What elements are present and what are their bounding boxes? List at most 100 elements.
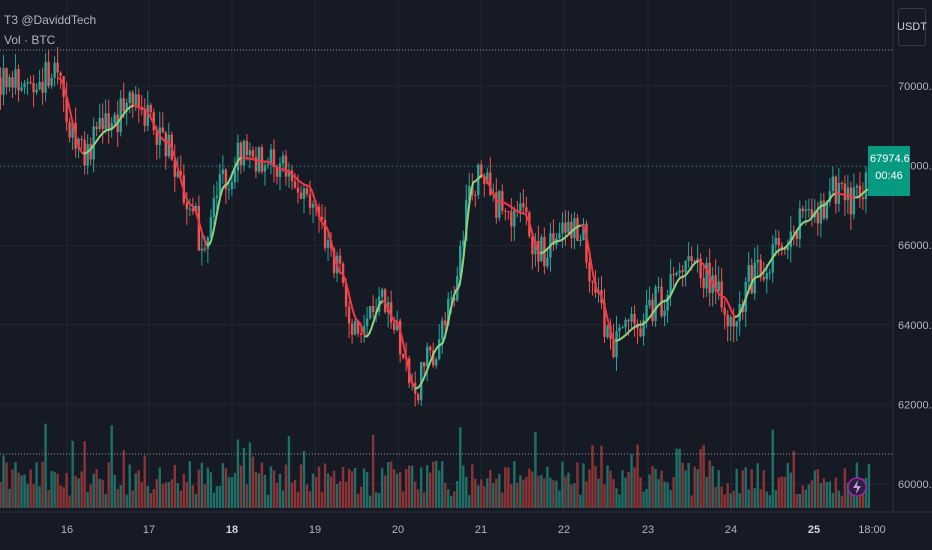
candle-body — [819, 200, 823, 224]
candle-body — [233, 170, 237, 183]
volume-bar — [62, 487, 65, 508]
alert-lightning-icon[interactable] — [847, 477, 867, 497]
candle-body — [176, 170, 180, 177]
volume-bar — [849, 486, 853, 508]
candle-body — [759, 259, 762, 278]
volume-bar — [272, 470, 276, 508]
currency-button[interactable]: USDT — [897, 8, 927, 46]
volume-bar — [221, 463, 225, 508]
candle-body — [173, 159, 176, 177]
candle-body — [29, 81, 32, 83]
candle-body — [585, 223, 588, 263]
candle-body — [266, 164, 270, 166]
volume-bar — [528, 468, 531, 508]
t3-segment — [348, 297, 353, 308]
candle-body — [795, 231, 798, 239]
volume-bar — [293, 479, 297, 508]
volume-bar — [110, 425, 113, 508]
volume-bar — [335, 484, 339, 508]
candle-body — [570, 221, 573, 239]
t3-segment — [181, 183, 186, 193]
volume-bar — [696, 469, 699, 508]
volume-bar — [657, 479, 660, 508]
candle-body — [852, 187, 856, 215]
volume-bar — [807, 484, 811, 508]
candle-body — [675, 272, 678, 275]
volume-bar — [621, 470, 624, 508]
volume-bar — [576, 462, 579, 508]
volume-legend[interactable]: Vol · BTC — [4, 33, 56, 47]
candle-body — [732, 316, 735, 327]
volume-bar — [705, 476, 708, 508]
volume-bar — [89, 484, 92, 508]
volume-bar — [624, 477, 627, 508]
candle-body — [615, 331, 618, 358]
t3-segment — [397, 323, 402, 332]
volume-bar — [239, 465, 243, 508]
candle-body — [419, 362, 423, 401]
volume-bar — [305, 484, 309, 508]
volume-bar — [41, 461, 44, 508]
candle-body — [630, 313, 633, 322]
candle-body — [194, 206, 198, 212]
candle-body — [0, 78, 2, 95]
price-tick-label: 64000.0 — [898, 320, 932, 332]
candle-body — [221, 169, 225, 175]
volume-bar — [693, 466, 696, 508]
volume-bars — [0, 423, 871, 508]
volume-bar — [762, 470, 765, 508]
volume-bar — [149, 493, 152, 508]
volume-bar — [170, 479, 173, 508]
volume-bar — [687, 462, 690, 508]
candle-body — [633, 313, 636, 324]
time-tick-label: 23 — [642, 524, 654, 536]
volume-bar — [501, 492, 504, 508]
candle-body — [717, 281, 720, 292]
candle-body — [804, 209, 808, 212]
volume-bar — [840, 495, 844, 508]
last-price-value: 67974.6 — [870, 153, 910, 165]
candle-body — [53, 62, 56, 78]
t3-segment — [607, 321, 612, 332]
volume-bar — [567, 472, 570, 508]
indicator-legend[interactable]: T3 @DaviddTech — [4, 13, 97, 27]
t3-segment — [601, 298, 606, 308]
t3-segment — [593, 282, 598, 292]
candle-body — [389, 302, 393, 323]
volume-bar — [125, 494, 128, 508]
volume-bar — [77, 478, 80, 508]
candle-body — [161, 127, 164, 133]
volume-bar — [585, 481, 588, 508]
candle-body — [765, 273, 768, 280]
volume-bar — [591, 445, 594, 508]
volume-bar — [266, 494, 270, 508]
candle-body — [35, 89, 38, 93]
candle-body — [104, 113, 107, 129]
t3-segment — [462, 235, 467, 256]
volume-bar — [813, 470, 817, 508]
volume-bar — [20, 475, 23, 508]
t3-segment — [316, 207, 321, 217]
candle-body — [284, 155, 288, 177]
volume-bar — [344, 481, 348, 508]
volume-bar — [444, 482, 447, 508]
volume-bar — [606, 465, 609, 508]
volume-bar — [702, 444, 705, 508]
volume-bar — [597, 478, 600, 508]
candle-body — [365, 318, 369, 327]
candle-body — [489, 172, 492, 196]
volume-bar — [579, 494, 582, 508]
candle-body — [416, 393, 420, 401]
time-tick-label: 24 — [725, 524, 737, 536]
volume-bar — [642, 491, 645, 508]
candle-body — [41, 81, 44, 93]
volume-bar — [386, 462, 390, 508]
time-axis[interactable]: 16 17 18 19 20 21 22 23 24 25 18:00 — [61, 524, 886, 536]
candle-body — [654, 287, 657, 322]
t3-segment — [530, 228, 535, 238]
candle-body — [107, 113, 110, 130]
volume-bar — [368, 495, 372, 508]
volume-bar — [17, 472, 20, 508]
candle-body — [519, 203, 522, 212]
